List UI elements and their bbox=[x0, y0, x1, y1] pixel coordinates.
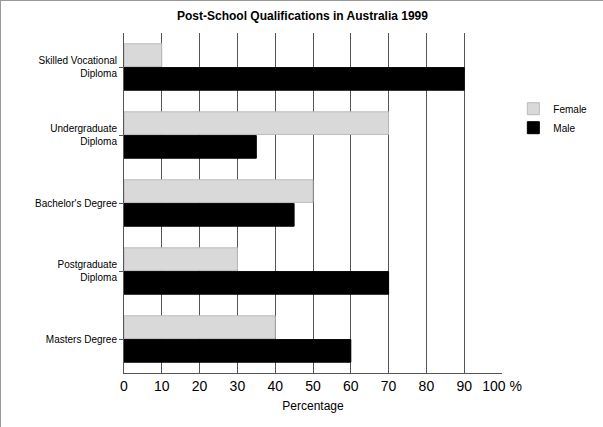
svg-text:Male: Male bbox=[553, 123, 575, 134]
svg-text:40: 40 bbox=[267, 378, 283, 394]
svg-text:50: 50 bbox=[305, 378, 321, 394]
svg-text:20: 20 bbox=[192, 378, 208, 394]
svg-text:100 %: 100 % bbox=[482, 378, 522, 394]
svg-text:70: 70 bbox=[381, 378, 397, 394]
svg-text:90: 90 bbox=[456, 378, 472, 394]
svg-text:60: 60 bbox=[343, 378, 359, 394]
svg-text:Masters Degree: Masters Degree bbox=[46, 334, 118, 345]
svg-text:UndergraduateDiploma: UndergraduateDiploma bbox=[50, 123, 117, 147]
svg-text:0: 0 bbox=[120, 378, 128, 394]
svg-text:PostgraduateDiploma: PostgraduateDiploma bbox=[58, 259, 118, 283]
svg-text:Bachelor's Degree: Bachelor's Degree bbox=[35, 198, 117, 209]
svg-text:Percentage: Percentage bbox=[282, 399, 344, 413]
svg-text:Skilled VocationalDiploma: Skilled VocationalDiploma bbox=[39, 55, 118, 79]
svg-text:Post-School Qualifications in: Post-School Qualifications in Australia … bbox=[177, 9, 428, 23]
svg-text:Female: Female bbox=[553, 104, 587, 115]
svg-text:30: 30 bbox=[230, 378, 246, 394]
svg-text:10: 10 bbox=[154, 378, 170, 394]
svg-text:80: 80 bbox=[419, 378, 435, 394]
